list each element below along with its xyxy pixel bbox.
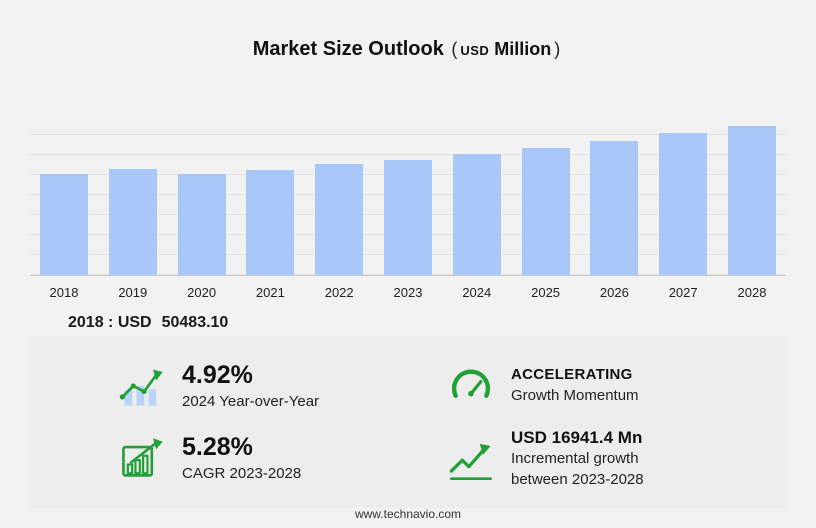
bar-2020 [177,174,226,275]
bar-2028 [727,126,776,275]
x-axis-label-2019: 2019 [118,285,148,300]
title-unit-currency: USD [460,43,490,58]
x-axis-label-2021: 2021 [255,285,285,300]
x-axis-label-2020: 2020 [187,285,217,300]
base-year-note: 2018 : USD 50483.10 [68,314,228,332]
bar-2024 [452,154,501,275]
incremental-label-line2: between 2023-2028 [511,470,644,488]
x-axis-label-2028: 2028 [737,285,767,300]
bar-2019 [108,169,157,275]
bar-2022 [315,164,364,275]
momentum-label: Growth Momentum [511,387,639,404]
x-axis-label-2025: 2025 [531,285,561,300]
bar-column-2027 [659,115,708,275]
bar-2025 [521,148,570,275]
yoy-value: 4.92% [182,361,253,389]
x-axis-label-2022: 2022 [324,285,354,300]
stats-panel: 4.92% 2024 Year-over-Year ACCELERATING G… [30,336,786,508]
chart-growth-icon [118,434,166,482]
bar-column-2019 [108,115,157,275]
bar-2023 [383,160,432,275]
bar-growth-icon [118,362,166,410]
trend-arrow-icon [447,434,495,482]
momentum-title: ACCELERATING [511,366,633,384]
base-year-value: 50483.10 [161,314,229,331]
cagr-value: 5.28% [182,433,253,461]
base-year-label: 2018 : USD [68,314,152,331]
bar-column-2022 [315,115,364,275]
x-axis-label-2018: 2018 [49,285,79,300]
incremental-label-line1: Incremental growth [511,449,639,467]
title-unit-word: Million [494,39,552,59]
yoy-label: 2024 Year-over-Year [182,393,320,411]
website-url: www.technavio.com [354,507,462,521]
x-axis-label-2026: 2026 [599,285,629,300]
market-size-bar-chart: 2018 2019 2020 2021 2022 2023 2024 2025 2026 2027… [30,115,786,300]
bar-column-2023 [383,115,432,275]
page-title: Market Size Outlook (USD Million) [0,38,816,61]
bar-column-2020 [177,115,226,275]
bar-column-2025 [521,115,570,275]
stat-yoy: 4.92% 2024 Year-over-Year [118,350,437,422]
bar-2027 [659,133,708,275]
incremental-value: USD 16941.4 Mn [511,427,643,447]
bar-column-2028 [727,115,776,275]
bar-2018 [40,174,88,275]
stat-momentum: ACCELERATING Growth Momentum [447,350,766,422]
bar-column-2026 [590,115,639,275]
bar-column-2018 [40,115,88,275]
title-text: Market Size Outlook [252,38,444,60]
stat-incremental: USD 16941.4 Mn Incremental growth betwee… [447,422,766,494]
chart-plot-area [30,115,786,276]
bar-column-2021 [246,115,295,275]
x-axis-label-2027: 2027 [668,285,698,300]
chart-x-axis-labels: 2018 2019 2020 2021 2022 2023 2024 2025 2026 2027… [30,285,786,300]
bar-2021 [246,170,295,275]
bar-2026 [590,141,639,275]
x-axis-label-2023: 2023 [393,285,423,300]
x-axis-label-2024: 2024 [462,285,492,300]
bar-column-2024 [452,115,501,275]
cagr-label: CAGR 2023-2028 [182,465,302,483]
speedometer-icon [447,362,495,410]
stat-cagr: 5.28% CAGR 2023-2028 [118,422,437,494]
title-unit: (USD Million) [451,39,561,59]
